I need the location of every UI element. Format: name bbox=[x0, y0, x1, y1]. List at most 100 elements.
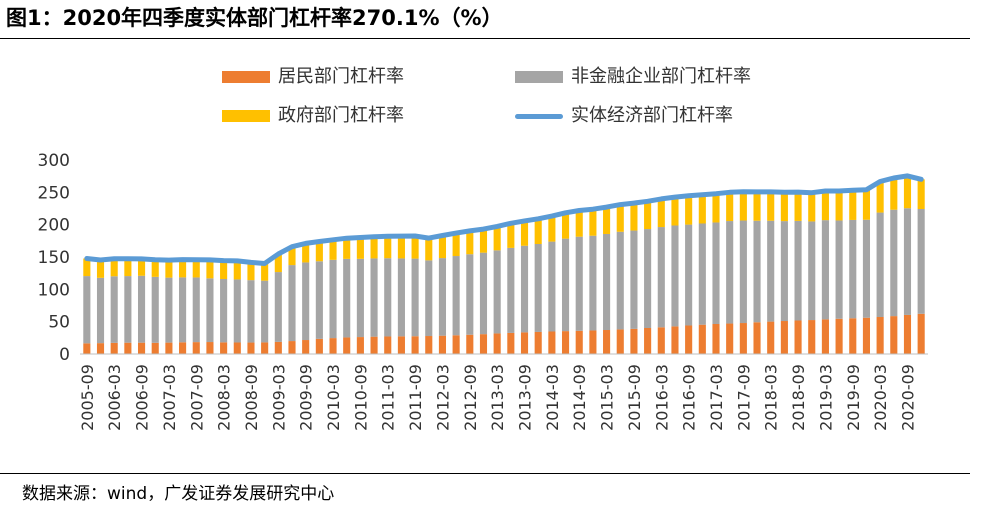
bar-household bbox=[110, 342, 118, 354]
bar-government bbox=[821, 191, 829, 221]
bar-household bbox=[425, 336, 433, 354]
bar-corporate bbox=[233, 279, 241, 343]
bar-household bbox=[137, 342, 146, 354]
bar-corporate bbox=[917, 209, 925, 314]
bar-government bbox=[644, 201, 652, 230]
bar-government bbox=[315, 241, 323, 262]
bar-government bbox=[384, 236, 392, 259]
x-tick-label: 2006-03 bbox=[105, 364, 124, 431]
x-tick-label: 2010-09 bbox=[351, 364, 370, 431]
bar-household bbox=[233, 342, 241, 354]
bar-corporate bbox=[739, 220, 747, 324]
bar-household bbox=[302, 340, 310, 354]
bar-government bbox=[466, 230, 474, 255]
bar-corporate bbox=[261, 280, 269, 343]
bar-household bbox=[644, 328, 652, 354]
bar-corporate bbox=[247, 280, 255, 343]
bar-government bbox=[233, 260, 241, 280]
bar-household bbox=[603, 330, 611, 354]
x-tick-label: 2020-09 bbox=[898, 364, 917, 431]
bar-government bbox=[520, 220, 529, 246]
bottom-rule bbox=[0, 473, 970, 474]
bar-government bbox=[698, 194, 706, 224]
x-tick-label: 2015-03 bbox=[598, 364, 617, 431]
bar-corporate bbox=[835, 220, 843, 319]
x-tick-label: 2016-03 bbox=[652, 364, 671, 431]
bar-government bbox=[753, 191, 761, 221]
bar-government bbox=[712, 193, 720, 223]
bar-household bbox=[821, 319, 829, 354]
x-tick-label: 2011-03 bbox=[379, 364, 398, 431]
bar-government bbox=[671, 197, 679, 226]
bar-household bbox=[917, 313, 925, 354]
bar-corporate bbox=[288, 265, 296, 342]
legend-swatch-total bbox=[515, 113, 563, 119]
bar-household bbox=[876, 317, 884, 354]
bar-household bbox=[507, 332, 515, 354]
bar-household bbox=[343, 337, 351, 354]
legend-item-government[interactable]: 政府部门杠杆率 bbox=[222, 105, 404, 127]
bar-government bbox=[726, 192, 734, 222]
bar-household bbox=[151, 342, 159, 354]
bar-household bbox=[397, 336, 405, 354]
bar-government bbox=[370, 236, 378, 259]
series-line-total bbox=[84, 173, 924, 266]
x-tick-label: 2014-03 bbox=[543, 364, 562, 431]
bar-corporate bbox=[616, 231, 624, 330]
bar-household bbox=[179, 342, 187, 354]
bar-household bbox=[561, 331, 570, 354]
x-tick-label: 2005-09 bbox=[78, 364, 97, 431]
bar-government bbox=[794, 192, 802, 221]
bar-household bbox=[96, 343, 105, 354]
x-tick-label: 2012-09 bbox=[461, 364, 480, 431]
bar-government bbox=[137, 258, 146, 276]
bar-corporate bbox=[438, 258, 447, 336]
bar-corporate bbox=[575, 236, 583, 331]
x-tick-label: 2018-09 bbox=[789, 364, 808, 431]
legend-item-corporate[interactable]: 非金融企业部门杠杆率 bbox=[515, 66, 751, 88]
bar-household bbox=[452, 335, 460, 354]
legend-item-total[interactable]: 实体经济部门杠杆率 bbox=[515, 105, 733, 127]
bar-household bbox=[493, 333, 501, 354]
bar-corporate bbox=[452, 256, 460, 336]
x-tick-label: 2017-03 bbox=[707, 364, 726, 431]
bar-corporate bbox=[507, 247, 515, 333]
bar-government bbox=[835, 191, 843, 221]
bar-government bbox=[438, 235, 447, 259]
bar-household bbox=[767, 321, 775, 354]
bar-government bbox=[83, 258, 91, 277]
bar-government bbox=[548, 216, 556, 242]
bar-corporate bbox=[630, 230, 638, 329]
bar-corporate bbox=[726, 221, 734, 324]
bar-corporate bbox=[712, 222, 720, 324]
bar-household bbox=[274, 341, 282, 354]
y-tick-label: 300 bbox=[38, 151, 70, 171]
bar-government bbox=[917, 179, 925, 210]
bar-household bbox=[384, 336, 392, 354]
bar-government bbox=[575, 210, 583, 237]
bar-corporate bbox=[808, 221, 816, 321]
x-tick-label: 2008-09 bbox=[242, 364, 261, 431]
y-tick-label: 250 bbox=[38, 183, 70, 203]
bar-household bbox=[671, 326, 679, 354]
legend-item-household[interactable]: 居民部门杠杆率 bbox=[222, 66, 404, 88]
bar-government bbox=[411, 235, 419, 259]
x-tick-label: 2019-03 bbox=[816, 364, 835, 431]
bar-government bbox=[206, 259, 214, 279]
bar-corporate bbox=[876, 212, 884, 318]
bar-corporate bbox=[384, 258, 392, 337]
x-tick-label: 2007-09 bbox=[187, 364, 206, 431]
bar-household bbox=[589, 330, 597, 354]
bar-corporate bbox=[534, 244, 542, 332]
x-tick-label: 2013-09 bbox=[516, 364, 535, 431]
bar-corporate bbox=[520, 245, 529, 333]
bar-corporate bbox=[220, 278, 228, 343]
bar-household bbox=[534, 331, 542, 354]
legend-label-total: 实体经济部门杠杆率 bbox=[571, 105, 733, 126]
bar-household bbox=[657, 327, 665, 354]
bar-corporate bbox=[479, 252, 488, 335]
bar-corporate bbox=[206, 278, 214, 343]
bar-household bbox=[370, 336, 378, 354]
bar-corporate bbox=[589, 235, 597, 331]
bar-government bbox=[302, 243, 310, 263]
